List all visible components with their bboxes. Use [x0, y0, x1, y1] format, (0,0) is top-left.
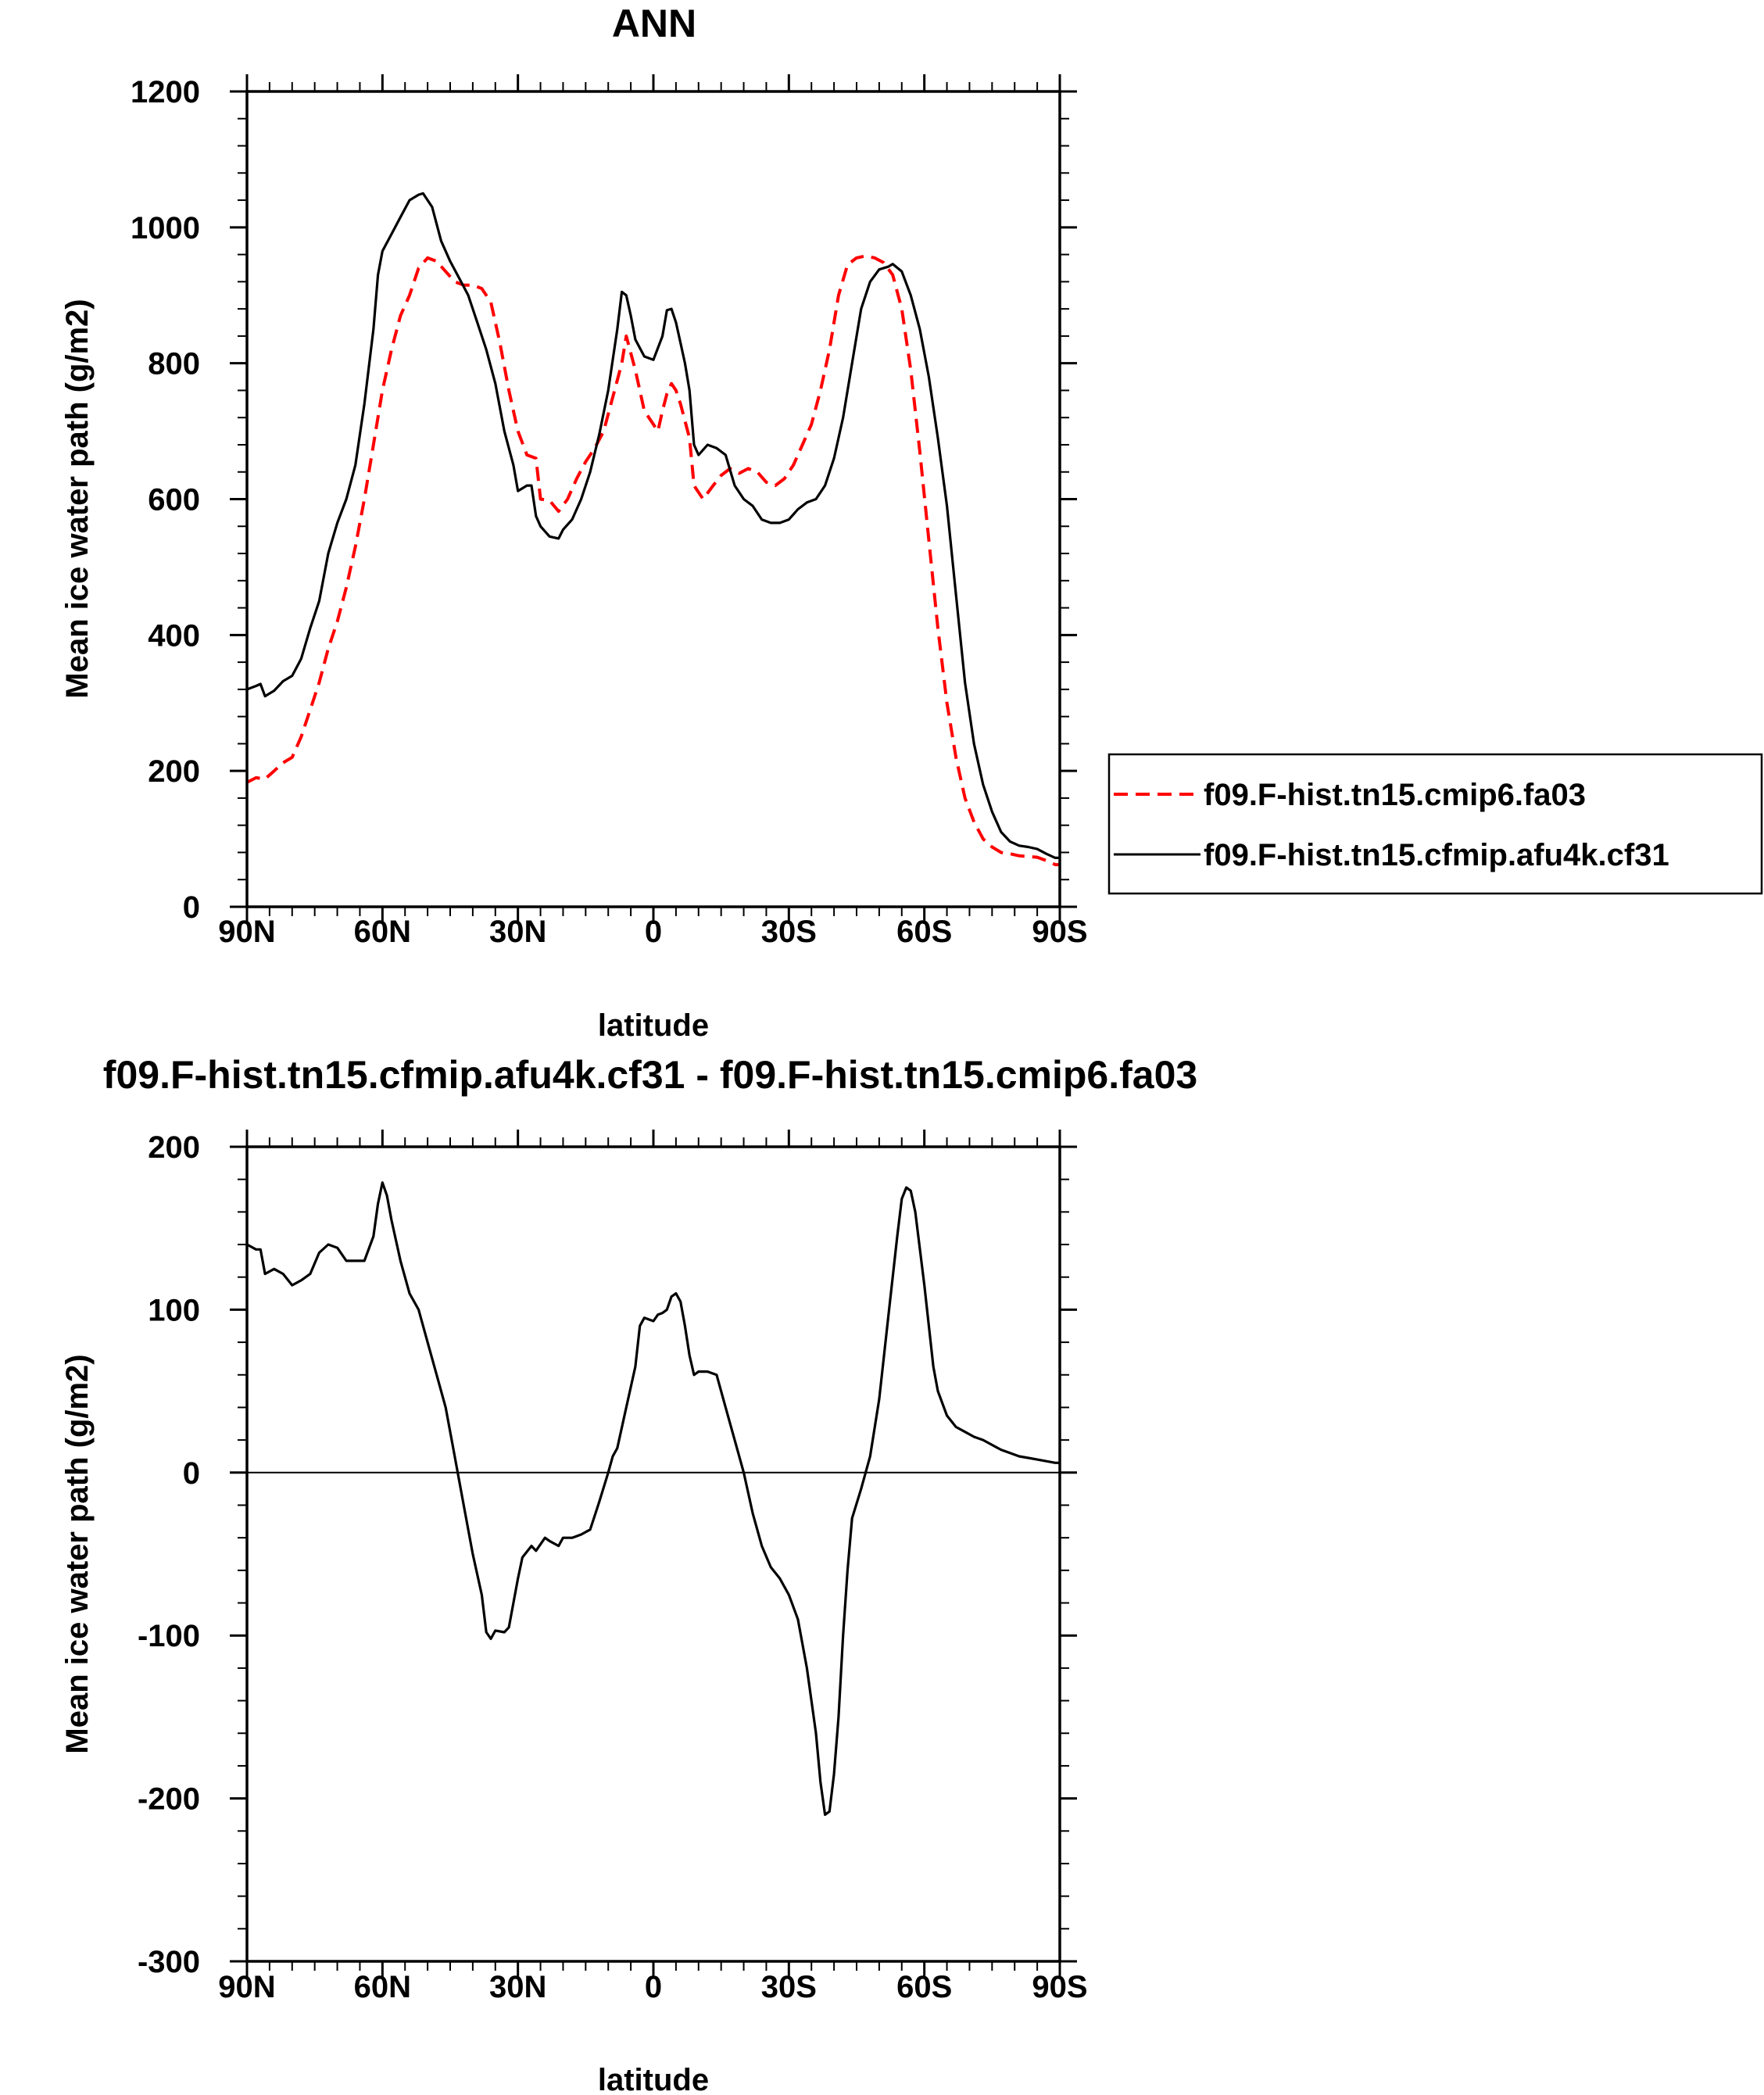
y-tick-label: -200	[138, 1782, 200, 1817]
x-tick-label: 60S	[896, 1970, 952, 2004]
legend-label-experiment: f09.F-hist.tn15.cfmip.afu4k.cf31	[1204, 838, 1669, 872]
bottom-plot-frame	[245, 1145, 1061, 1963]
top-y-axis-label: Mean ice water path (g/m2)	[60, 299, 95, 698]
bottom-panel: f09.F-hist.tn15.cfmip.afu4k.cf31 - f09.F…	[60, 1053, 1197, 2095]
y-tick-label: 200	[148, 754, 200, 789]
series-line-0	[246, 1181, 1060, 1816]
x-tick-label: 90S	[1032, 915, 1087, 949]
x-tick-label: 30N	[489, 915, 546, 949]
y-tick-label: -300	[138, 1945, 200, 1979]
top-axis-ticks	[230, 74, 1077, 924]
y-tick-label: 200	[148, 1130, 200, 1165]
y-tick-label: 800	[148, 347, 200, 381]
y-tick-label: 0	[183, 1456, 200, 1491]
x-tick-label: 60N	[354, 1970, 411, 2004]
y-tick-label: -100	[138, 1619, 200, 1653]
bottom-series-lines	[246, 1181, 1060, 1816]
y-tick-label: 400	[148, 618, 200, 653]
top-series-lines	[246, 192, 1060, 867]
x-tick-label: 60N	[354, 915, 411, 949]
x-tick-label: 0	[645, 1970, 662, 2004]
x-tick-label: 0	[645, 915, 662, 949]
x-tick-label: 30S	[761, 915, 817, 949]
x-tick-label: 30N	[489, 1970, 546, 2004]
x-tick-label: 90S	[1032, 1970, 1087, 2004]
bottom-y-tick-labels: -300 -200 -100 0 100 200	[138, 1130, 200, 1979]
bottom-chart-title: f09.F-hist.tn15.cfmip.afu4k.cf31 - f09.F…	[103, 1053, 1197, 1097]
legend-box	[1107, 753, 1763, 895]
top-chart-title: ANN	[612, 2, 696, 45]
top-x-tick-labels: 90N 60N 30N 0 30S 60S 90S	[218, 915, 1087, 949]
bottom-x-axis-label: latitude	[598, 2063, 709, 2095]
y-tick-label: 100	[148, 1293, 200, 1327]
y-tick-label: 1200	[131, 75, 200, 109]
bottom-y-axis-label: Mean ice water path (g/m2)	[60, 1354, 95, 1753]
x-tick-label: 30S	[761, 1970, 817, 2004]
series-line-1	[246, 192, 1060, 860]
x-tick-label: 60S	[896, 915, 952, 949]
x-tick-label: 90N	[218, 1970, 275, 2004]
top-plot-frame	[245, 90, 1061, 908]
legend: f09.F-hist.tn15.cmip6.fa03 f09.F-hist.tn…	[1107, 753, 1763, 895]
bottom-x-tick-labels: 90N 60N 30N 0 30S 60S 90S	[218, 1970, 1087, 2004]
top-y-tick-labels: 0 200 400 600 800 1000 1200	[131, 75, 200, 925]
top-panel: ANN 90N 60N 30N 0 30S 60S 90S 0 200 400 600 800 100…	[60, 2, 1763, 1043]
series-line-0	[246, 254, 1060, 867]
y-tick-label: 0	[183, 890, 200, 925]
y-tick-label: 1000	[131, 211, 200, 245]
y-tick-label: 600	[148, 483, 200, 517]
x-tick-label: 90N	[218, 915, 275, 949]
bottom-axis-ticks	[230, 1130, 1077, 1979]
legend-label-control: f09.F-hist.tn15.cmip6.fa03	[1204, 778, 1586, 812]
top-x-axis-label: latitude	[598, 1008, 709, 1043]
